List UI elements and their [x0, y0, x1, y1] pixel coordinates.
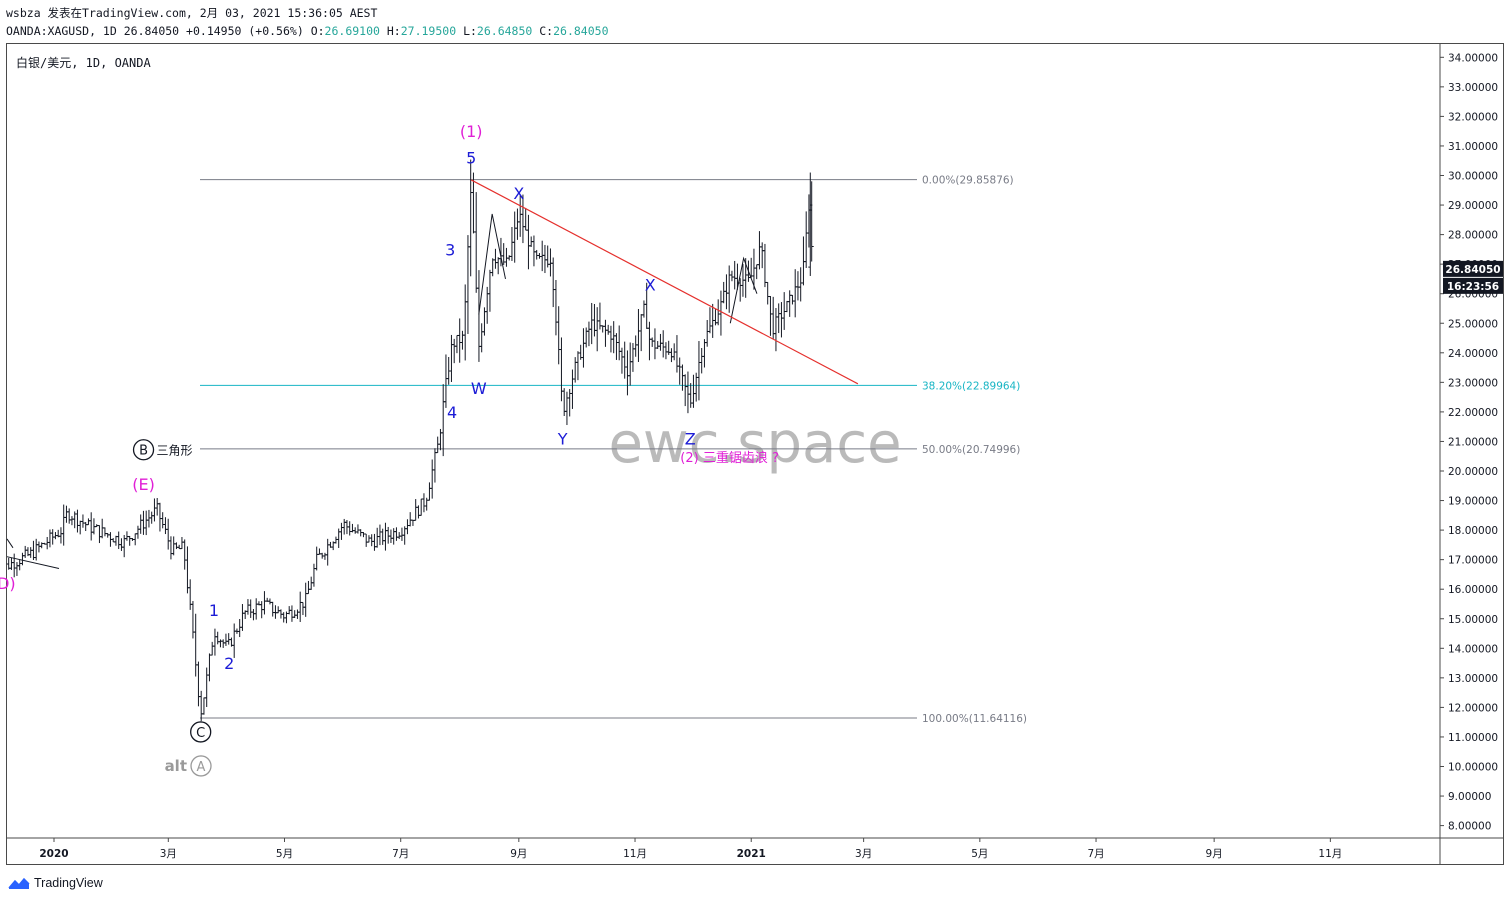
- y-tick-label: 11.00000: [1448, 732, 1498, 744]
- fib-level-label: 100.00%(11.64116): [922, 713, 1027, 725]
- x-tick-label: 2020: [39, 848, 68, 860]
- close-label: C:: [539, 24, 554, 38]
- subwave-marker: [478, 213, 506, 315]
- x-tick-label: 11月: [623, 848, 647, 860]
- y-tick-label: 16.00000: [1448, 584, 1498, 596]
- symbol-label: 白银/美元, 1D, OANDA: [16, 56, 151, 70]
- wave-label: C: [196, 726, 205, 741]
- wave-label: A: [197, 760, 206, 775]
- triangle-line-lower[interactable]: [6, 556, 60, 570]
- x-tick-label: 5月: [276, 848, 293, 860]
- wave-label: (1): [460, 122, 483, 141]
- low-label: L:: [463, 24, 477, 38]
- last-price-badge: [1443, 260, 1503, 277]
- publish-info: wsbza 发表在TradingView.com, 2月 03, 2021 15…: [6, 6, 378, 20]
- brand-label: TradingView: [34, 876, 103, 890]
- fib-level-label: 0.00%(29.85876): [922, 175, 1014, 187]
- wave-label: 5: [466, 149, 476, 168]
- wave-label: (2) 三重锯齿浪 ?: [680, 450, 779, 466]
- descending-trendline[interactable]: [470, 179, 859, 385]
- low-value: 26.64850: [476, 24, 533, 38]
- price-change: +0.14950 (+0.56%): [186, 24, 304, 38]
- wave-label: 1: [209, 601, 219, 620]
- wave-circle-marker: [190, 721, 212, 743]
- wave-label: (E): [132, 475, 155, 494]
- high-label: H:: [386, 24, 401, 38]
- y-tick-label: 24.00000: [1448, 348, 1498, 360]
- y-tick-label: 10.00000: [1448, 762, 1498, 774]
- last-price-badge-label: 26.84050: [1445, 264, 1500, 276]
- subwave-marker: [729, 256, 758, 324]
- x-tick-label: 9月: [510, 848, 527, 860]
- countdown-badge-label: 16:23:56: [1447, 281, 1499, 293]
- chart-frame[interactable]: [6, 43, 1504, 865]
- y-tick-label: 31.00000: [1448, 141, 1498, 153]
- wave-circle-marker: [190, 755, 212, 777]
- wave-label: X: [513, 184, 524, 203]
- countdown-badge: [1443, 277, 1503, 294]
- open-label: O:: [310, 24, 325, 38]
- y-tick-label: 9.00000: [1448, 791, 1491, 803]
- y-tick-label: 23.00000: [1448, 377, 1498, 389]
- y-tick-label: 8.00000: [1448, 821, 1491, 833]
- y-tick-label: 28.00000: [1448, 230, 1498, 242]
- x-tick-label: 7月: [1087, 848, 1104, 860]
- y-tick-label: 19.00000: [1448, 496, 1498, 508]
- y-tick-label: 14.00000: [1448, 643, 1498, 655]
- fib-level-label: 38.20%(22.89964): [922, 380, 1020, 392]
- ohlc-bars: [6, 159, 814, 722]
- y-tick-label: 20.00000: [1448, 466, 1498, 478]
- wave-label: Z: [685, 429, 696, 448]
- x-tick-label: 3月: [160, 848, 177, 860]
- wave-label: 4: [447, 403, 457, 422]
- wave-label-suffix: 三角形: [157, 444, 193, 458]
- y-tick-label: 18.00000: [1448, 525, 1498, 537]
- alt-label: alt: [165, 757, 187, 775]
- ohlc-legend: OANDA:XAGUSD, 1D 26.84050 +0.14950 (+0.5…: [6, 24, 609, 38]
- wave-label: D): [0, 574, 16, 593]
- x-tick-label: 2021: [737, 848, 766, 860]
- wave-label: B: [139, 444, 148, 459]
- wave-label: 3: [445, 240, 455, 259]
- close-value: 26.84050: [553, 24, 609, 38]
- last-price: 26.84050: [123, 24, 180, 38]
- tradingview-brand[interactable]: TradingView: [8, 876, 103, 890]
- triangle-line-upper[interactable]: [6, 538, 14, 549]
- open-value: 26.69100: [324, 24, 380, 38]
- y-tick-label: 33.00000: [1448, 82, 1498, 94]
- symbol-full: OANDA:XAGUSD, 1D: [6, 24, 117, 38]
- wave-label: Y: [557, 429, 568, 448]
- y-tick-label: 13.00000: [1448, 673, 1498, 685]
- y-tick-label: 15.00000: [1448, 614, 1498, 626]
- y-tick-label: 29.00000: [1448, 200, 1498, 212]
- x-tick-label: 9月: [1206, 848, 1223, 860]
- x-tick-label: 7月: [392, 848, 409, 860]
- y-tick-label: 30.00000: [1448, 171, 1498, 183]
- y-tick-label: 25.00000: [1448, 318, 1498, 330]
- wave-label: X: [645, 276, 656, 295]
- y-tick-label: 34.00000: [1448, 52, 1498, 64]
- tradingview-logo-icon: [8, 877, 30, 889]
- x-tick-label: 11月: [1318, 848, 1342, 860]
- y-tick-label: 22.00000: [1448, 407, 1498, 419]
- high-value: 27.19500: [400, 24, 457, 38]
- wave-circle-marker: [132, 439, 155, 461]
- fib-level-label: 50.00%(20.74996): [922, 444, 1020, 456]
- y-tick-label: 21.00000: [1448, 436, 1498, 448]
- wave-label: W: [471, 379, 487, 398]
- x-tick-label: 3月: [855, 848, 872, 860]
- y-tick-label: 17.00000: [1448, 555, 1498, 567]
- y-tick-label: 12.00000: [1448, 702, 1498, 714]
- wave-label: 2: [224, 654, 234, 673]
- y-tick-label: 32.00000: [1448, 111, 1498, 123]
- watermark: ewc.space: [608, 411, 901, 476]
- x-tick-label: 5月: [971, 848, 988, 860]
